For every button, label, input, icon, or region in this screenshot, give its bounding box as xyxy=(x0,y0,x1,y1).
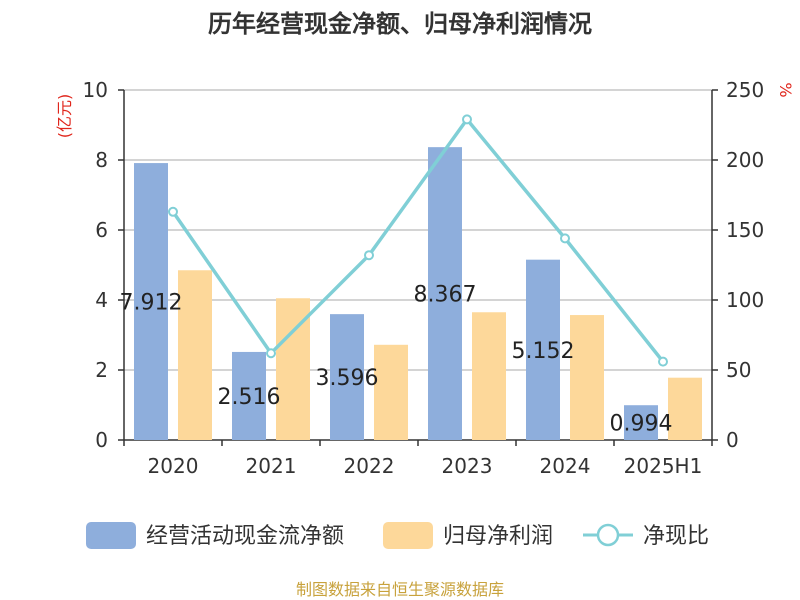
y-left-tick-label: 10 xyxy=(83,78,108,102)
net-profit-bar xyxy=(570,315,604,440)
source-note: 制图数据来自恒生聚源数据库 xyxy=(296,580,504,599)
cashflow-data-label: 0.994 xyxy=(610,412,673,437)
cashflow-bar xyxy=(624,405,658,440)
ratio-point xyxy=(266,348,276,359)
y-right-tick-label: 200 xyxy=(726,148,764,172)
cashflow-bar xyxy=(428,147,462,440)
y-right-tick-label: 250 xyxy=(726,78,764,102)
ratio-point xyxy=(364,250,374,261)
data-labels: 7.912 2.516 3.596 8.367 5.152 0.994 xyxy=(120,283,673,437)
legend-swatch-net-profit xyxy=(383,522,433,549)
net-profit-bar xyxy=(374,344,408,440)
bars xyxy=(134,147,702,440)
legend-label-net-profit: 归母净利润 xyxy=(443,524,553,549)
ratio-line xyxy=(168,114,668,367)
legend-label-cashflow: 经营活动现金流净额 xyxy=(146,524,344,549)
y-right-tick-label: 0 xyxy=(726,428,739,452)
x-tick-label: 2025H1 xyxy=(624,454,703,478)
y-left-tick-label: 4 xyxy=(95,288,108,312)
net-profit-bar xyxy=(178,270,212,440)
cashflow-data-label: 2.516 xyxy=(218,385,281,410)
y-right-tick-label: 50 xyxy=(726,358,751,382)
gridlines xyxy=(124,89,712,371)
ratio-point xyxy=(462,114,472,125)
chart-title: 历年经营现金净额、归母净利润情况 xyxy=(208,10,592,38)
y-left-tick-label: 8 xyxy=(95,148,108,172)
ratio-point xyxy=(560,233,570,244)
x-tick-label: 2021 xyxy=(246,454,297,478)
x-tick-label: 2020 xyxy=(148,454,199,478)
cashflow-data-label: 7.912 xyxy=(120,291,183,316)
legend-label-ratio: 净现比 xyxy=(643,524,709,549)
net-profit-bar xyxy=(472,312,506,440)
net-profit-bar xyxy=(668,377,702,440)
y-right-tick-label: 150 xyxy=(726,218,764,242)
cashflow-bar xyxy=(330,314,364,440)
y-left-tick-label: 0 xyxy=(95,428,108,452)
cashflow-data-label: 5.152 xyxy=(512,339,575,364)
x-tick-label: 2023 xyxy=(442,454,493,478)
legend-swatch-marker xyxy=(596,523,620,547)
ratio-line-path xyxy=(171,117,665,363)
cashflow-data-label: 3.596 xyxy=(316,366,379,391)
y-right-tick-label: 100 xyxy=(726,288,764,312)
legend: 经营活动现金流净额 归母净利润 净现比 xyxy=(86,522,709,549)
cashflow-data-label: 8.367 xyxy=(414,283,477,308)
ratio-point xyxy=(168,206,178,217)
ratio-point xyxy=(658,356,668,367)
cashflow-bar xyxy=(134,163,168,440)
x-tick-label: 2024 xyxy=(540,454,591,478)
y-right-axis-label: % xyxy=(776,82,795,97)
x-tick-label: 2022 xyxy=(344,454,395,478)
y-left-tick-label: 2 xyxy=(95,358,108,382)
legend-swatch-cashflow xyxy=(86,522,136,549)
cashflow-bar xyxy=(526,259,560,440)
y-left-tick-label: 6 xyxy=(95,218,108,242)
cashflow-bar xyxy=(232,351,266,440)
y-left-axis-label: (亿元) xyxy=(55,94,74,139)
